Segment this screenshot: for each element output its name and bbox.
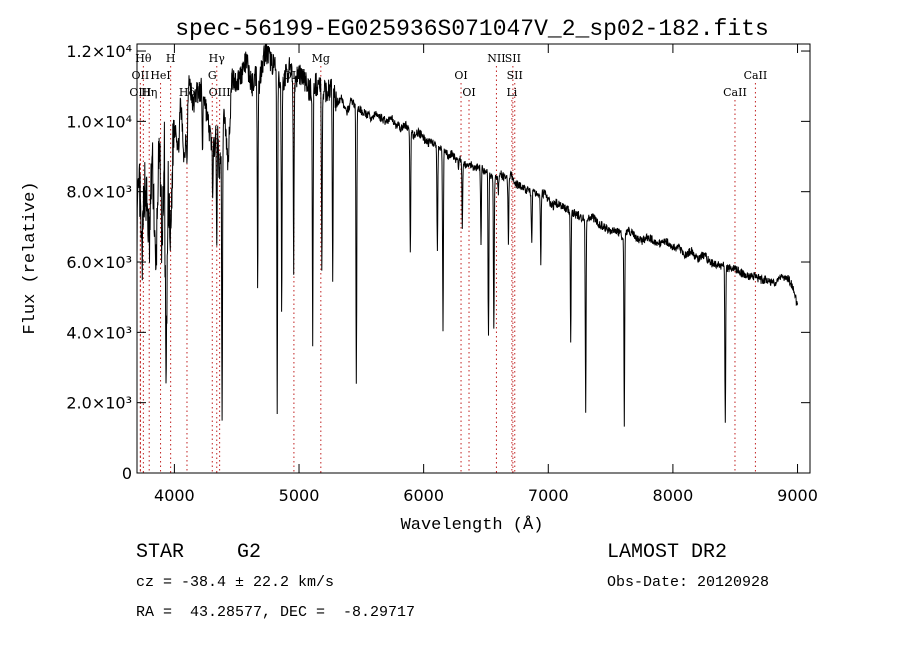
x-tick-label: 9000 [777,486,818,505]
plot-frame [136,43,811,474]
x-tick-label: 6000 [403,486,444,505]
line-marker-label: HeI [150,69,170,82]
y-tick-label: 0 [122,464,132,483]
x-axis-label: Wavelength (Å) [401,516,544,535]
line-marker-label: Mg [312,52,330,65]
line-marker-label: Hη [141,86,157,99]
line-marker-label: G [208,69,217,82]
line-marker-label: OIII [209,86,231,99]
line-marker-label: OI [454,69,467,82]
line-marker-label: OI [462,86,475,99]
coordinates-text: RA = 43.28577, DEC = -8.29717 [136,604,416,621]
x-tick-label: 5000 [279,486,320,505]
line-marker-label: SII [507,69,523,82]
line-marker-label: Hθ [135,52,152,65]
line-marker-label: OII [132,69,150,82]
line-marker-label: Hγ [209,52,226,65]
spectrum-series [137,44,798,427]
x-tick-label: 7000 [528,486,569,505]
line-marker-label: H [166,52,176,65]
y-tick-label: 1.0×10⁴ [66,112,132,131]
spectrum-class-label: STAR [136,541,185,564]
y-tick-label: 2.0×10³ [66,394,132,413]
obs-date-text: Obs-Date: 20120928 [607,574,770,591]
x-axis-ticks: 4000 5000 6000 7000 8000 9000 [154,44,818,505]
y-tick-label: 6.0×10³ [66,253,132,272]
line-marker-label: OIII [129,86,151,99]
y-axis-ticks: 0 2.0×10³ 4.0×10³ 6.0×10³ 8.0×10³ 1.0×10⁴ 1.2×… [66,42,810,483]
y-tick-label: 1.2×10⁴ [66,42,132,61]
x-tick-label: 4000 [154,486,195,505]
line-marker-label: CaII [723,86,747,99]
spectrum-subclass: G2 [237,541,262,564]
line-marker-label: Li [506,86,517,99]
line-marker-label: NII [487,52,505,65]
spectrum-line [137,44,798,427]
y-axis-label: Flux (relative) [21,181,40,334]
y-tick-label: 4.0×10³ [66,323,132,342]
redshift-text: cz = -38.4 ± 22.2 km/s [136,574,335,591]
x-tick-label: 8000 [653,486,694,505]
line-marker-label: CaII [744,69,768,82]
survey-label: LAMOST DR2 [607,541,728,564]
chart-title: spec-56199-EG025936S071047V_2_sp02-182.f… [175,16,769,42]
line-marker-label: SII [505,52,521,65]
y-tick-label: 8.0×10³ [66,183,132,202]
